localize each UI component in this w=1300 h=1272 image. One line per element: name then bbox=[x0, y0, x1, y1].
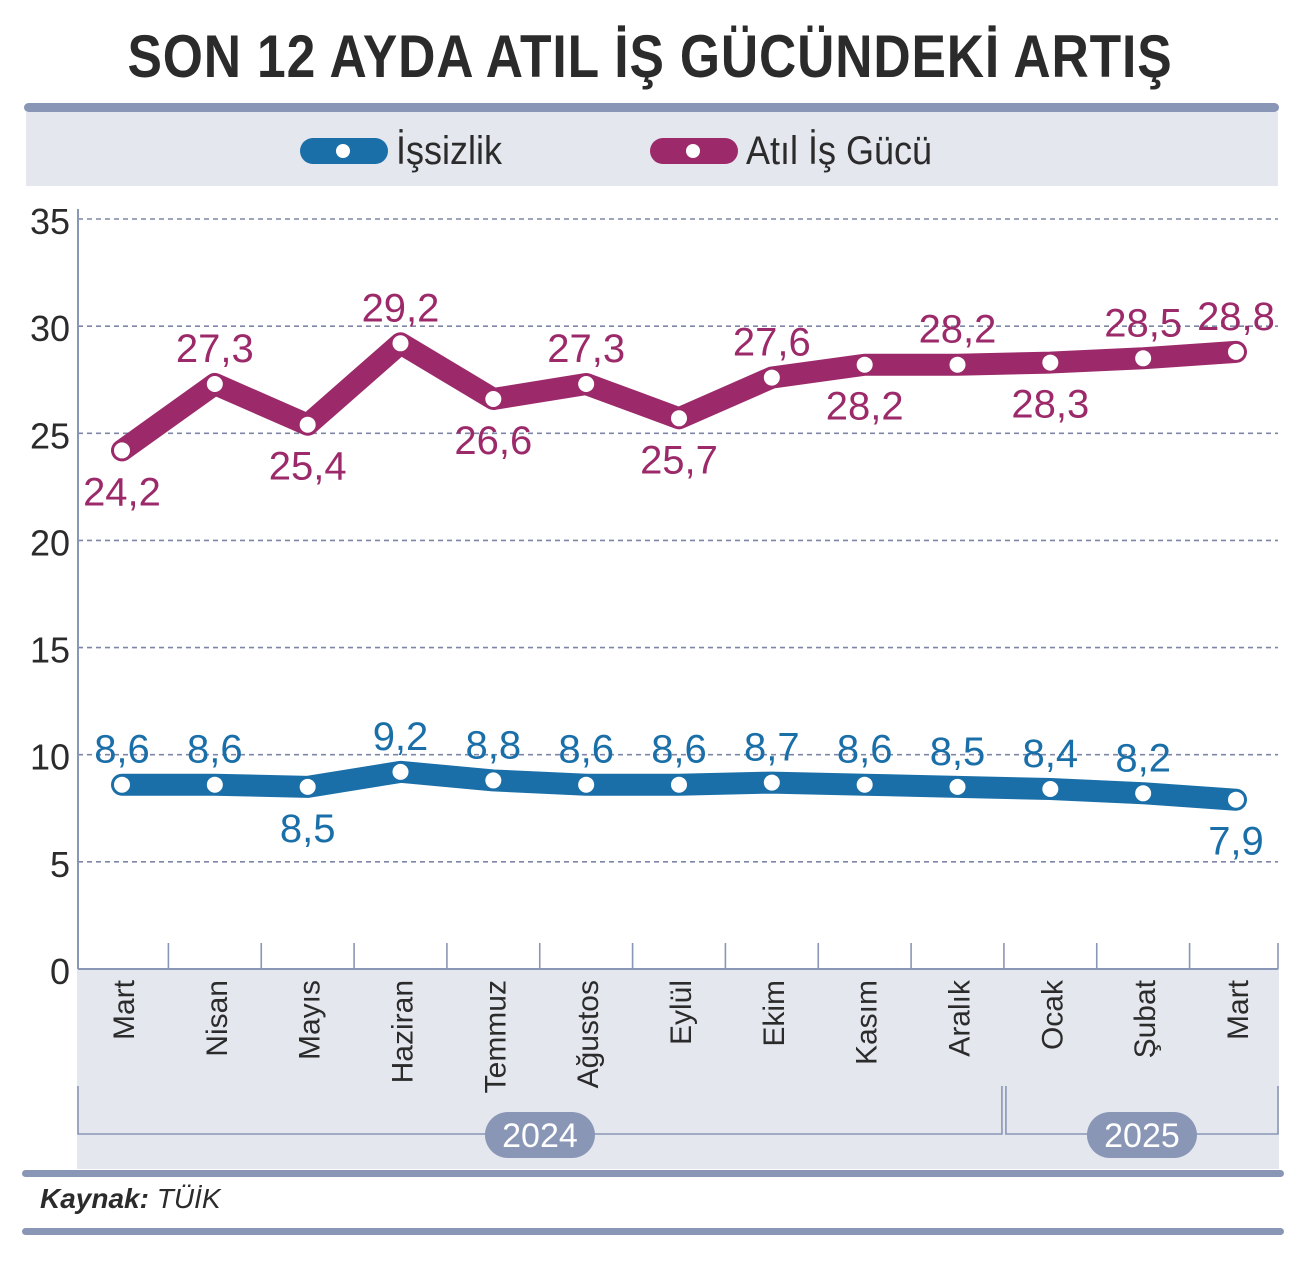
data-label: 24,2 bbox=[83, 470, 161, 514]
data-point bbox=[1135, 785, 1152, 802]
data-point bbox=[485, 772, 502, 789]
data-label: 8,4 bbox=[1023, 732, 1079, 776]
y-tick-label: 35 bbox=[30, 201, 70, 242]
source-note: Kaynak: TÜİK bbox=[40, 1183, 221, 1215]
data-point bbox=[949, 356, 966, 373]
data-point bbox=[856, 776, 873, 793]
data-label: 7,9 bbox=[1208, 820, 1264, 864]
source-label: Kaynak: bbox=[40, 1183, 149, 1214]
legend-item-atil-is-gucu: Atıl İş Gücü bbox=[650, 129, 953, 173]
data-point bbox=[1042, 781, 1059, 797]
x-tick-label: Mart bbox=[108, 979, 141, 1040]
legend-swatch-issizlik bbox=[300, 138, 388, 164]
data-label: 8,2 bbox=[1115, 736, 1171, 780]
data-label: 28,2 bbox=[826, 385, 904, 429]
top-rule bbox=[24, 103, 1279, 112]
data-label: 27,3 bbox=[176, 327, 254, 371]
y-tick-label: 10 bbox=[30, 737, 70, 778]
data-point bbox=[1228, 791, 1244, 808]
data-point bbox=[578, 776, 595, 793]
data-label: 25,7 bbox=[640, 438, 718, 482]
data-point bbox=[763, 774, 780, 791]
x-tick-label: Aralık bbox=[944, 979, 977, 1057]
bottom-rule bbox=[22, 1170, 1284, 1177]
data-point bbox=[1135, 350, 1152, 367]
data-point bbox=[1042, 354, 1059, 371]
data-label: 8,6 bbox=[558, 728, 614, 772]
x-tick-label: Ocak bbox=[1036, 979, 1069, 1050]
data-label: 26,6 bbox=[454, 419, 532, 463]
x-tick-label: Mayıs bbox=[294, 980, 327, 1060]
data-label: 27,3 bbox=[547, 327, 625, 371]
data-point bbox=[671, 776, 687, 793]
data-point bbox=[206, 776, 223, 793]
data-label: 8,5 bbox=[280, 807, 336, 851]
data-label: 28,5 bbox=[1104, 301, 1182, 345]
x-tick-label: Haziran bbox=[387, 980, 420, 1083]
data-point bbox=[392, 763, 409, 780]
data-point bbox=[485, 391, 502, 407]
data-point bbox=[114, 776, 130, 793]
data-point bbox=[763, 369, 780, 386]
data-point bbox=[949, 778, 966, 795]
data-point bbox=[114, 442, 130, 459]
y-tick-label: 20 bbox=[30, 522, 70, 563]
data-point bbox=[671, 410, 687, 427]
x-tick-label: Mart bbox=[1222, 979, 1255, 1040]
year-pill bbox=[1086, 1112, 1197, 1158]
x-tick-label: Nisan bbox=[201, 980, 234, 1057]
data-label: 8,6 bbox=[651, 728, 707, 772]
y-tick-label: 0 bbox=[50, 951, 70, 992]
data-point bbox=[392, 335, 409, 352]
year-label: 2024 bbox=[502, 1117, 578, 1155]
footer-rule bbox=[22, 1228, 1284, 1235]
x-tick-label: Ağustos bbox=[572, 980, 605, 1088]
data-point bbox=[1228, 343, 1244, 360]
data-label: 8,5 bbox=[930, 730, 986, 774]
data-label: 8,8 bbox=[466, 723, 522, 767]
data-point bbox=[578, 376, 595, 392]
x-tick-label: Eylül bbox=[665, 980, 698, 1045]
legend-label-issizlik: İşsizlik bbox=[396, 128, 503, 173]
legend-swatch-atil-is-gucu bbox=[650, 138, 738, 164]
data-point bbox=[206, 376, 223, 392]
data-label: 27,6 bbox=[733, 321, 811, 365]
data-point bbox=[299, 416, 316, 433]
x-tick-label: Kasım bbox=[851, 980, 884, 1065]
data-label: 8,6 bbox=[94, 728, 150, 772]
x-tick-label: Şubat bbox=[1129, 979, 1162, 1058]
data-label: 25,4 bbox=[269, 445, 347, 489]
year-label: 2025 bbox=[1104, 1117, 1180, 1155]
source-value: TÜİK bbox=[156, 1183, 221, 1214]
data-label: 28,2 bbox=[919, 308, 997, 352]
data-point bbox=[299, 778, 316, 795]
data-label: 9,2 bbox=[373, 715, 429, 759]
y-tick-label: 15 bbox=[30, 630, 70, 671]
y-tick-label: 5 bbox=[50, 844, 70, 885]
year-pill bbox=[484, 1112, 595, 1158]
data-label: 8,7 bbox=[744, 726, 800, 770]
legend-label-atil-is-gucu: Atıl İş Gücü bbox=[746, 128, 933, 173]
y-tick-label: 30 bbox=[30, 308, 70, 349]
data-label: 8,6 bbox=[187, 728, 243, 772]
data-point bbox=[856, 356, 873, 373]
x-tick-label: Temmuz bbox=[479, 980, 512, 1093]
x-tick-label: Ekim bbox=[758, 980, 791, 1047]
legend-item-issizlik: İşsizlik bbox=[300, 129, 514, 173]
chart-title: SON 12 AYDA ATIL İŞ GÜCÜNDEKİ ARTIŞ bbox=[127, 23, 1173, 90]
data-label: 28,3 bbox=[1011, 383, 1089, 427]
data-label: 28,8 bbox=[1197, 295, 1275, 339]
data-label: 29,2 bbox=[362, 286, 440, 330]
data-label: 8,6 bbox=[837, 728, 893, 772]
y-tick-label: 25 bbox=[30, 415, 70, 456]
x-axis-panel bbox=[77, 969, 1279, 1169]
